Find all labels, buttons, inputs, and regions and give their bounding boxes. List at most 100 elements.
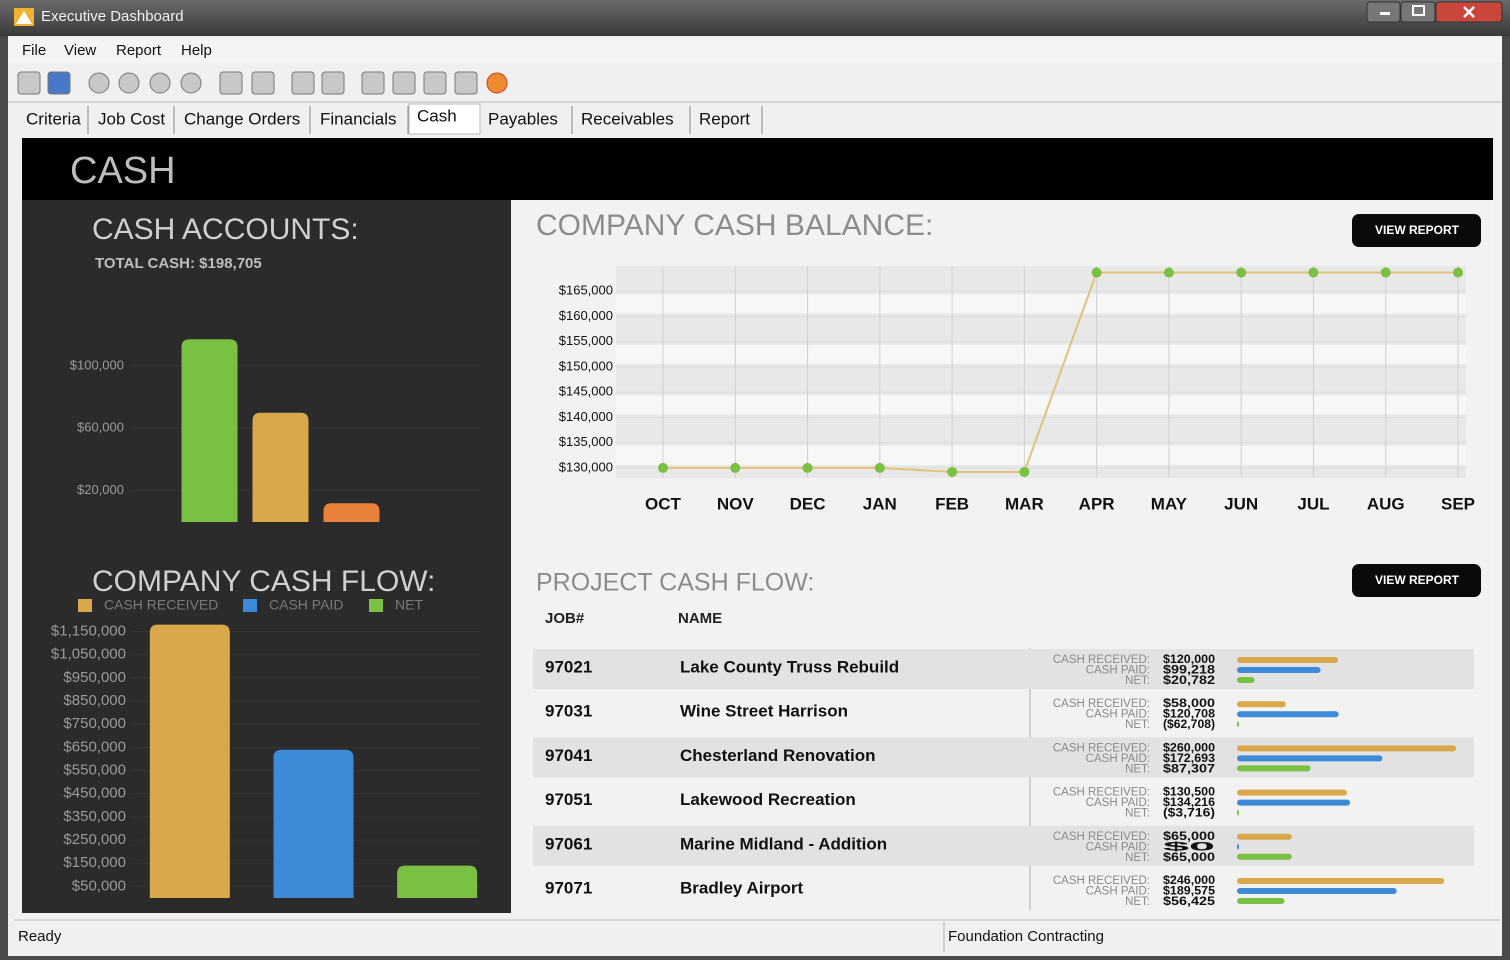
legend-swatch xyxy=(243,599,257,612)
legend-label: NET xyxy=(395,597,423,613)
tool-button[interactable] xyxy=(17,71,41,95)
tab[interactable]: Financials xyxy=(320,109,397,128)
y-tick-label: $1,050,000 xyxy=(51,646,126,663)
title-bar xyxy=(0,0,1510,36)
job-name: Chesterland Renovation xyxy=(680,746,876,765)
grid-band xyxy=(616,445,1466,465)
tool-button[interactable] xyxy=(423,71,447,95)
menu-item[interactable]: View xyxy=(64,42,96,59)
y-tick-label: $850,000 xyxy=(63,692,126,709)
y-tick-label: $100,000 xyxy=(70,357,124,372)
tool-button[interactable] xyxy=(291,71,315,95)
y-tick-label: $750,000 xyxy=(63,715,126,732)
tab[interactable]: Criteria xyxy=(26,109,81,128)
mini-bar xyxy=(1237,677,1255,683)
metric-value: $172,693 xyxy=(1163,753,1215,765)
tool-button[interactable] xyxy=(180,72,202,94)
y-tick-label: $250,000 xyxy=(63,831,126,848)
tab[interactable]: Cash xyxy=(417,106,457,125)
y-tick-label: $145,000 xyxy=(559,384,613,399)
x-tick-label: SEP xyxy=(1441,494,1475,513)
menu-item[interactable]: Help xyxy=(181,42,212,59)
tool-button[interactable] xyxy=(88,72,110,94)
metric-label: CASH PAID: xyxy=(1086,797,1150,809)
point xyxy=(658,462,668,473)
bar xyxy=(273,749,354,898)
metric-value: $65,000 xyxy=(1163,852,1215,864)
total-cash: TOTAL CASH: $198,705 xyxy=(95,255,262,272)
metric-value: $0 xyxy=(1163,841,1215,853)
column-header: JOB# xyxy=(545,610,585,627)
y-tick-label: $50,000 xyxy=(72,877,126,894)
y-tick-label: $150,000 xyxy=(63,854,126,871)
mini-bar xyxy=(1237,667,1321,673)
x-tick-label: JUN xyxy=(1224,494,1258,513)
metric-value: $120,000 xyxy=(1163,654,1215,666)
view-report-button[interactable] xyxy=(1352,564,1481,597)
metric-label: NET: xyxy=(1125,675,1150,687)
job-number: 97031 xyxy=(545,702,592,721)
view-report-button[interactable] xyxy=(1352,214,1481,247)
x-tick-label: NOV xyxy=(717,494,755,513)
left-panel xyxy=(22,200,511,913)
y-tick-label: $140,000 xyxy=(559,409,613,424)
menu-item[interactable]: File xyxy=(22,42,46,59)
mini-bar xyxy=(1237,657,1339,663)
metric-label: CASH PAID: xyxy=(1086,665,1150,677)
metric-value: $87,307 xyxy=(1163,763,1215,775)
tool-button[interactable] xyxy=(219,71,243,95)
tool-button[interactable] xyxy=(392,71,416,95)
metric-label: CASH PAID: xyxy=(1086,753,1150,765)
y-tick-label: $150,000 xyxy=(559,358,613,373)
metric-label: NET: xyxy=(1125,808,1150,820)
tab[interactable]: Job Cost xyxy=(98,109,165,128)
maximize-button[interactable] xyxy=(1400,1,1436,23)
metric-label: CASH PAID: xyxy=(1086,886,1150,898)
app-icon-glyph xyxy=(16,11,32,24)
metric-label: CASH RECEIVED: xyxy=(1053,831,1150,843)
metric-label: CASH RECEIVED: xyxy=(1053,654,1150,666)
y-tick-label: $165,000 xyxy=(559,283,613,298)
job-name: Lake County Truss Rebuild xyxy=(680,657,899,676)
x-tick-label: OCT xyxy=(645,494,682,513)
tab[interactable]: Change Orders xyxy=(184,109,300,128)
x-tick-label: MAR xyxy=(1005,494,1044,513)
point xyxy=(947,466,958,477)
tab[interactable]: Payables xyxy=(488,109,558,128)
tool-button[interactable] xyxy=(251,71,275,95)
tool-button[interactable] xyxy=(486,72,508,94)
metric-value: $246,000 xyxy=(1163,875,1215,887)
job-number: 97041 xyxy=(545,746,592,765)
tool-button[interactable] xyxy=(47,71,71,95)
metric-value: $189,575 xyxy=(1163,886,1216,898)
x-tick-label: JAN xyxy=(863,494,897,513)
grid-band xyxy=(616,344,1466,364)
metric-value: $56,425 xyxy=(1163,896,1216,908)
tab[interactable]: Report xyxy=(699,109,750,128)
menu-item[interactable]: Report xyxy=(116,42,162,59)
tab[interactable]: Receivables xyxy=(581,109,674,128)
job-name: Bradley Airport xyxy=(680,878,803,897)
job-number: 97071 xyxy=(545,878,592,897)
tool-button[interactable] xyxy=(118,72,140,94)
toolbar xyxy=(17,71,508,95)
y-tick-label: $350,000 xyxy=(63,808,126,825)
tool-button[interactable] xyxy=(361,71,385,95)
metric-label: CASH RECEIVED: xyxy=(1053,875,1150,887)
y-tick-label: $450,000 xyxy=(63,785,126,802)
tool-button[interactable] xyxy=(149,72,171,94)
mini-bar xyxy=(1237,755,1383,762)
page-title: CASH xyxy=(70,150,176,192)
job-number: 97021 xyxy=(545,657,592,676)
tool-button[interactable] xyxy=(321,71,345,95)
metric-value: $99,218 xyxy=(1163,665,1216,677)
mini-bar xyxy=(1237,721,1239,728)
legend-label: CASH RECEIVED xyxy=(104,597,218,613)
x-tick-label: MAY xyxy=(1151,494,1188,513)
x-tick-label: FEB xyxy=(935,494,969,513)
job-number: 97051 xyxy=(545,790,592,809)
y-tick-label: $650,000 xyxy=(63,738,126,755)
tool-button[interactable] xyxy=(454,71,478,95)
metric-label: CASH RECEIVED: xyxy=(1053,698,1150,710)
metric-value: $65,000 xyxy=(1163,831,1215,843)
